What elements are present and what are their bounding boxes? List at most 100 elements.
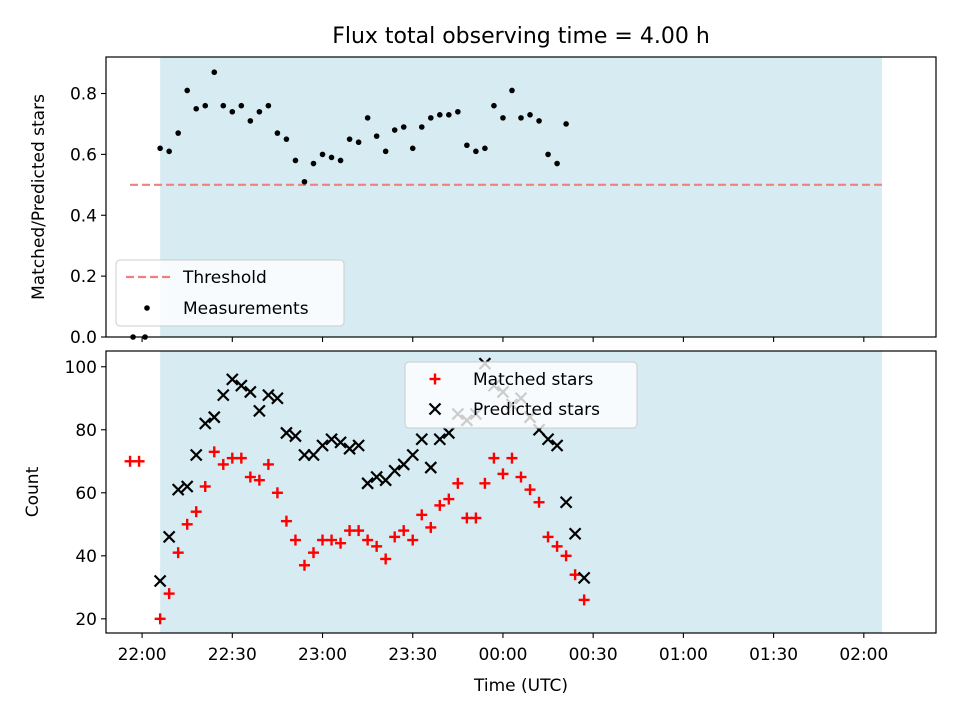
matched-point — [497, 468, 509, 480]
ratio-panel-frame — [105, 56, 937, 338]
matched-point — [515, 471, 527, 483]
predicted-point — [180, 480, 194, 493]
predicted-point — [568, 527, 582, 541]
measurement-point — [418, 124, 425, 130]
matched-point — [416, 509, 428, 521]
y-tick-label: 0.4 — [70, 206, 97, 226]
legend-matched-swatch — [429, 373, 441, 385]
measurement-point — [536, 118, 542, 124]
x-tick-label: 23:00 — [298, 645, 347, 665]
matched-point — [479, 477, 491, 489]
count-y-ticks: 20 40 60 80 100 — [65, 358, 106, 630]
measurement-point — [238, 102, 245, 109]
matched-point — [353, 525, 365, 537]
y-tick-label: 0.8 — [70, 85, 97, 105]
matched-point — [181, 518, 193, 530]
count-legend: Matched stars Predicted stars — [404, 361, 638, 429]
measurement-point — [382, 148, 389, 155]
matched-point — [443, 493, 455, 505]
measurement-point — [274, 130, 281, 136]
predicted-point — [226, 373, 239, 386]
matched-point — [506, 452, 518, 464]
count-x-ticks: 22:00 22:30 23:00 23:30 00:00 00:30 01:00 01:30… — [118, 633, 888, 665]
measurement-point — [292, 157, 299, 164]
matched-point — [362, 534, 374, 546]
count-legend-box — [404, 361, 638, 429]
measurement-point — [518, 115, 524, 121]
matched-point — [560, 550, 572, 562]
measurement-point — [211, 69, 218, 76]
predicted-point — [207, 410, 221, 424]
matched-point — [407, 534, 419, 546]
matched-point — [235, 452, 247, 464]
matched-point — [289, 534, 301, 546]
measurement-point — [166, 148, 172, 155]
predicted-point — [433, 432, 447, 446]
predicted-point — [397, 458, 410, 471]
measurement-point — [482, 145, 488, 152]
ratio-legend: Threshold Measurements — [115, 259, 345, 327]
predicted-point — [298, 448, 311, 462]
measurement-point — [437, 112, 443, 118]
measurement-point — [500, 115, 506, 121]
matched-point — [470, 512, 482, 524]
x-tick-label: 23:30 — [388, 645, 437, 665]
predicted-point — [189, 448, 203, 462]
predicted-point — [343, 442, 356, 455]
matched-point — [452, 477, 464, 489]
measurement-point — [509, 87, 515, 94]
predicted-point — [217, 388, 230, 402]
predicted-point — [235, 379, 248, 392]
matched-point — [208, 446, 220, 458]
matched-point — [280, 515, 292, 527]
ratio-legend-box — [115, 259, 345, 327]
predicted-point — [171, 483, 185, 496]
matched-point — [434, 499, 446, 511]
matched-point — [190, 506, 202, 518]
ratio-panel: 0.00.20.40.60.8 Matched/Predicted stars … — [29, 56, 937, 348]
measurement-point — [473, 148, 479, 155]
measurement-point — [427, 115, 434, 121]
measurement-point — [301, 178, 308, 185]
predicted-point — [361, 477, 374, 490]
predicted-stars-series — [153, 357, 591, 588]
measurement-point — [545, 151, 551, 158]
matched-point — [199, 480, 211, 492]
legend-matched-marker — [429, 373, 441, 385]
predicted-point — [316, 439, 329, 452]
predicted-point — [262, 388, 275, 402]
y-tick-label: 0.2 — [70, 267, 97, 287]
matched-stars-series — [124, 446, 590, 625]
matched-point — [569, 569, 581, 581]
measurement-point — [563, 121, 569, 127]
ratio-x-ticks — [141, 337, 865, 342]
measurement-point — [464, 142, 470, 149]
measurement-point — [184, 87, 190, 94]
measurement-point — [175, 130, 181, 136]
predicted-point — [253, 404, 266, 418]
measurement-point — [446, 112, 452, 118]
legend-threshold-label: Threshold — [182, 268, 267, 288]
predicted-point — [541, 432, 555, 446]
measurements-series — [130, 69, 569, 340]
measurement-point — [265, 102, 272, 109]
matched-point — [326, 534, 338, 546]
x-tick-label: 01:30 — [749, 645, 798, 665]
chart-title: Flux total observing time = 4.00 h — [332, 24, 710, 49]
matched-point — [398, 525, 410, 537]
ratio-y-axis-label: Matched/Predicted stars — [29, 94, 49, 300]
predicted-point — [370, 470, 383, 484]
measurement-point — [409, 145, 416, 152]
legend-measurements-label: Measurements — [183, 299, 309, 319]
y-tick-label: 0.6 — [70, 145, 97, 165]
matched-point — [163, 588, 175, 600]
matched-point — [154, 613, 166, 625]
y-tick-label: 20 — [75, 610, 97, 630]
predicted-point — [307, 448, 320, 462]
y-tick-label: 40 — [75, 547, 97, 567]
predicted-point — [325, 432, 338, 446]
x-tick-label: 22:00 — [118, 645, 167, 665]
measurement-point — [283, 136, 290, 142]
measurement-point — [328, 154, 335, 161]
